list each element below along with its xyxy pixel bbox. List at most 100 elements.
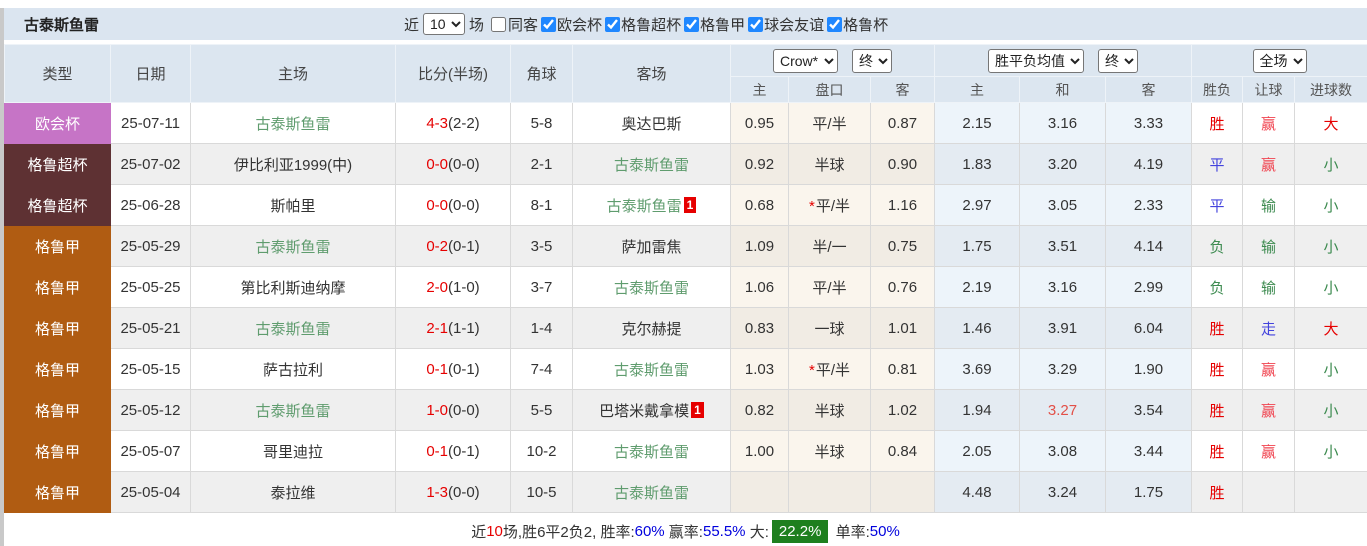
- result-cell: 胜: [1191, 307, 1244, 349]
- home-team-cell: 古泰斯鱼雷: [190, 389, 396, 431]
- col-header-date: 日期: [110, 44, 191, 103]
- league-filter-1[interactable]: 格鲁超杯: [602, 14, 681, 35]
- league-label: 格鲁杯: [843, 16, 889, 34]
- summary-segment: 胜率:: [600, 523, 635, 541]
- home-team-name: 古泰斯鱼雷: [255, 320, 331, 338]
- avg-type-select[interactable]: 胜平负均值: [988, 48, 1084, 73]
- handicap-result-cell: 赢: [1242, 389, 1296, 431]
- league-checkbox[interactable]: [541, 16, 557, 32]
- away-team-name: 克尔赫提: [621, 320, 682, 338]
- rounds-select[interactable]: 10: [423, 13, 466, 35]
- score-cell: 1-3(0-0): [395, 471, 511, 513]
- home-team-name: 第比利斯迪纳摩: [240, 279, 346, 297]
- summary-segment: 大:: [745, 523, 769, 541]
- handicap-cell: *平/半: [788, 184, 871, 226]
- match-row: 格鲁甲 25-05-07 哥里迪拉 0-1(0-1) 10-2 古泰斯鱼雷 1.00 半球 0.…: [4, 430, 1367, 472]
- away-team-name: 古泰斯鱼雷: [613, 279, 689, 297]
- league-filter-3[interactable]: 球会友谊: [745, 14, 824, 35]
- handicap-odds-home-cell: 1.00: [730, 430, 789, 472]
- league-filter-0[interactable]: 欧会杯: [538, 14, 602, 35]
- handicap-value: 半球: [814, 156, 845, 174]
- odds-stage-select-2[interactable]: 终: [1098, 48, 1138, 73]
- summary-segment: 60%: [634, 522, 665, 540]
- goals-result-cell: 小: [1294, 184, 1367, 226]
- away-team-cell: 克尔赫提: [572, 307, 731, 349]
- summary-segment: 单率:: [831, 523, 870, 541]
- league-checkbox[interactable]: [827, 16, 843, 32]
- goals-result-cell: 小: [1294, 266, 1367, 308]
- avg-home-odds-cell: 2.05: [934, 430, 1020, 472]
- match-row: 格鲁甲 25-05-25 第比利斯迪纳摩 2-0(1-0) 3-7 古泰斯鱼雷 1.06 平/…: [4, 266, 1367, 308]
- league-checkbox[interactable]: [684, 16, 700, 32]
- same-away-filter[interactable]: 同客: [484, 14, 538, 35]
- avg-away-odds-cell: 3.54: [1104, 389, 1193, 431]
- home-team-cell: 泰拉维: [190, 471, 396, 513]
- handicap-odds-home-cell: 1.09: [730, 225, 789, 267]
- home-team-name: 古泰斯鱼雷: [255, 238, 331, 256]
- competition-cell: 格鲁甲: [4, 471, 111, 513]
- score-cell: 0-1(0-1): [395, 348, 511, 390]
- home-team-name: 泰拉维: [270, 484, 316, 502]
- result-cell: 平: [1191, 184, 1244, 226]
- league-filter-2[interactable]: 格鲁甲: [681, 14, 745, 35]
- odds-stage-select-1[interactable]: 终: [852, 48, 892, 73]
- score-cell: 1-0(0-0): [395, 389, 511, 431]
- result-cell: 胜: [1191, 389, 1244, 431]
- handicap-result-cell: [1242, 471, 1296, 513]
- score-cell: 2-0(1-0): [395, 266, 511, 308]
- handicap-odds-home-cell: [730, 471, 789, 513]
- scope-select[interactable]: 全场: [1252, 48, 1307, 73]
- match-row: 格鲁甲 25-05-15 萨古拉利 0-1(0-1) 7-4 古泰斯鱼雷 1.03 *平/半 0…: [4, 348, 1367, 390]
- away-team-cell: 奥达巴斯: [572, 102, 731, 144]
- avg-draw-odds-cell: 3.16: [1019, 266, 1106, 308]
- goals-result-cell: 小: [1294, 348, 1367, 390]
- games-label: 场: [469, 16, 485, 34]
- avg-home-odds-cell: 2.15: [934, 102, 1020, 144]
- competition-cell: 格鲁超杯: [4, 184, 111, 226]
- match-row: 格鲁甲 25-05-21 古泰斯鱼雷 2-1(1-1) 1-4 克尔赫提 0.83 一球 1.0…: [4, 307, 1367, 349]
- handicap-odds-away-cell: 1.01: [870, 307, 935, 349]
- avg-odds-controls: 胜平负均值 终: [933, 44, 1193, 77]
- odds-company-select[interactable]: Crow*: [773, 48, 838, 73]
- handicap-odds-controls: Crow* 终: [730, 44, 935, 77]
- handicap-cell: 半球: [788, 143, 871, 185]
- summary-segment: 55.5%: [702, 522, 746, 540]
- avg-home-odds-cell: 1.83: [934, 143, 1020, 185]
- competition-cell: 格鲁甲: [4, 225, 111, 267]
- match-row: 格鲁超杯 25-07-02 伊比利亚1999(中) 0-0(0-0) 2-1 古泰斯鱼雷 0…: [4, 143, 1367, 185]
- handicap-cell: 平/半: [788, 266, 871, 308]
- handicap-odds-home-cell: 0.68: [730, 184, 789, 226]
- avg-away-odds-cell: 2.99: [1104, 266, 1193, 308]
- league-label: 球会友谊: [764, 16, 825, 34]
- match-table-body: 欧会杯 25-07-11 古泰斯鱼雷 4-3(2-2) 5-8 奥达巴斯 0.95 平/半 0.…: [4, 102, 1367, 513]
- handicap-result-cell: 走: [1242, 307, 1296, 349]
- result-cell: 胜: [1191, 348, 1244, 390]
- table-subheader-row: 主 盘口 客 主 和 客 胜负 让球 进球数: [5, 76, 1367, 103]
- result-cell: 胜: [1191, 430, 1244, 472]
- same-away-checkbox[interactable]: [491, 16, 507, 32]
- date-cell: 25-05-12: [110, 389, 191, 431]
- halftime-score: (2-2): [448, 114, 480, 132]
- date-cell: 25-05-15: [110, 348, 191, 390]
- home-team-name: 古泰斯鱼雷: [255, 402, 331, 420]
- avg-home-odds-cell: 2.19: [934, 266, 1020, 308]
- filter-bar: 近 10 场 同客 欧会杯 格鲁超杯 格鲁甲 球会友谊 格鲁杯: [404, 13, 888, 35]
- away-team-name: 萨加雷焦: [621, 238, 682, 256]
- halftime-score: (0-1): [448, 360, 480, 378]
- away-team-cell: 古泰斯鱼雷: [572, 143, 731, 185]
- league-filters: 欧会杯 格鲁超杯 格鲁甲 球会友谊 格鲁杯: [538, 14, 888, 35]
- handicap-value: 半球: [814, 402, 845, 420]
- avg-away-odds-cell: 4.19: [1104, 143, 1193, 185]
- league-checkbox[interactable]: [748, 16, 764, 32]
- handicap-cell: 半球: [788, 389, 871, 431]
- result-cell: 胜: [1191, 102, 1244, 144]
- handicap-result-cell: 输: [1242, 184, 1296, 226]
- league-checkbox[interactable]: [605, 16, 621, 32]
- handicap-value: 平/半: [815, 197, 850, 215]
- avg-draw-odds-cell: 3.27: [1019, 389, 1106, 431]
- col-header-score: 比分(半场): [395, 44, 511, 103]
- league-filter-4[interactable]: 格鲁杯: [824, 14, 888, 35]
- match-row: 格鲁甲 25-05-04 泰拉维 1-3(0-0) 10-5 古泰斯鱼雷 4.48 3.24 1…: [4, 471, 1367, 513]
- subheader-handicap: 盘口: [788, 76, 871, 103]
